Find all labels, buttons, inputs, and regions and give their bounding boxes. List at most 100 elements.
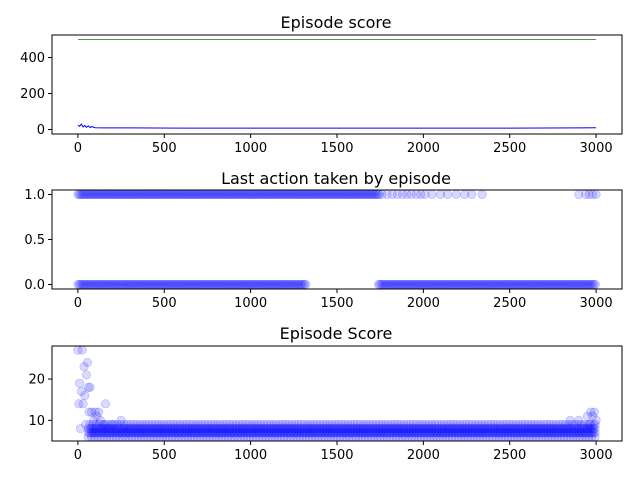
score-point [463, 428, 473, 438]
score-point [477, 428, 487, 438]
score-point [341, 428, 351, 438]
score-point [152, 424, 162, 434]
score-point [189, 424, 199, 434]
score-point [505, 428, 515, 438]
score-point [306, 419, 316, 429]
score-point [338, 424, 348, 434]
score-point [343, 419, 353, 429]
score-point [226, 424, 236, 434]
score-point [433, 428, 443, 438]
score-point [494, 428, 504, 438]
score-point [271, 419, 281, 429]
panel-episode-score-scatter: Episode Score 0 500 1000 1500 2000 2500 3000 10… [28, 324, 623, 463]
score-point [166, 428, 176, 438]
x-tick-label: 1500 [320, 141, 353, 156]
score-point [237, 428, 247, 438]
score-point [449, 428, 459, 438]
score-point [371, 419, 381, 429]
score-point [118, 428, 128, 438]
score-point [473, 428, 483, 438]
score-point [369, 424, 379, 434]
score-point [262, 428, 272, 438]
score-point [400, 428, 410, 438]
x-tick-label: 1500 [320, 296, 353, 311]
score-point [431, 428, 441, 438]
score-point [169, 419, 179, 429]
score-point [343, 424, 353, 434]
score-point [466, 424, 476, 434]
score-point [445, 424, 455, 434]
score-point [108, 419, 118, 429]
score-point [388, 424, 398, 434]
x-tick-label: 1000 [234, 296, 267, 311]
score-point [403, 428, 413, 438]
score-point [435, 424, 445, 434]
score-point [358, 428, 368, 438]
score-point [307, 428, 317, 438]
action-point [427, 190, 437, 200]
score-point [525, 428, 535, 438]
score-point [125, 428, 135, 438]
score-point [170, 428, 180, 438]
score-point [153, 424, 163, 434]
score-point [315, 424, 325, 434]
score-point [456, 424, 466, 434]
score-point [473, 419, 483, 429]
score-point [94, 424, 104, 434]
score-point [399, 428, 409, 438]
score-point [222, 424, 232, 434]
score-point [243, 428, 253, 438]
x-tick-label: 3000 [580, 448, 613, 463]
score-point [276, 424, 286, 434]
score-point [570, 419, 580, 429]
score-point [368, 424, 378, 434]
score-point [116, 415, 126, 425]
score-point [97, 428, 107, 438]
score-point [511, 424, 521, 434]
score-point [181, 428, 191, 438]
score-point [267, 428, 277, 438]
score-point [108, 428, 118, 438]
score-point [352, 428, 362, 438]
score-point [211, 424, 221, 434]
score-point [379, 428, 389, 438]
score-point [452, 428, 462, 438]
x-tick-label: 2500 [493, 296, 526, 311]
score-point [323, 428, 333, 438]
score-point [318, 424, 328, 434]
score-point [503, 424, 513, 434]
score-point [159, 428, 169, 438]
score-point [463, 424, 473, 434]
score-point [295, 428, 305, 438]
score-point [393, 428, 403, 438]
score-point [215, 419, 225, 429]
score-point [554, 428, 564, 438]
score-point [161, 424, 171, 434]
score-point [119, 428, 129, 438]
score-point [158, 428, 168, 438]
score-point [340, 428, 350, 438]
score-point [146, 424, 156, 434]
score-point [408, 428, 418, 438]
score-point [323, 424, 333, 434]
score-point [284, 419, 294, 429]
score-point [90, 407, 100, 417]
score-point [450, 428, 460, 438]
score-point [449, 424, 459, 434]
score-point [265, 424, 275, 434]
score-point [209, 428, 219, 438]
score-point [495, 428, 505, 438]
score-point [135, 424, 145, 434]
score-point [309, 428, 319, 438]
score-point [295, 424, 305, 434]
score-point [223, 424, 233, 434]
score-point [399, 424, 409, 434]
score-point [203, 428, 213, 438]
score-point [487, 428, 497, 438]
score-point [231, 424, 241, 434]
score-point [522, 424, 532, 434]
score-point [564, 419, 574, 429]
score-point [483, 428, 493, 438]
score-point [274, 419, 284, 429]
score-point [588, 419, 598, 429]
